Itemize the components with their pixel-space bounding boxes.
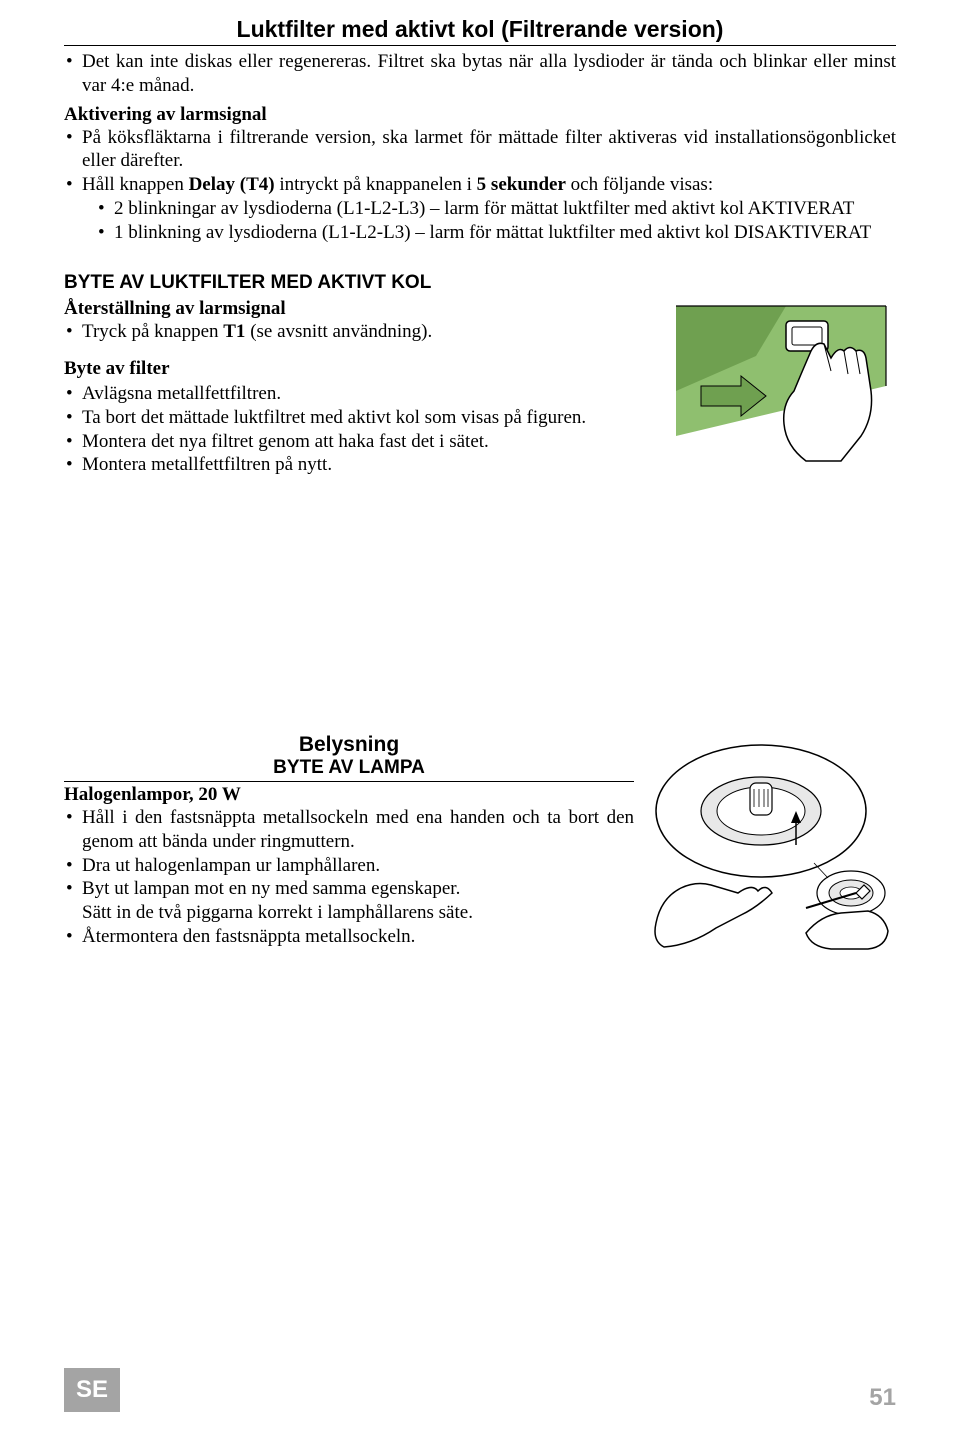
subheading-halogen: Halogenlampor, 20 W bbox=[64, 784, 634, 806]
belysning-bullets: Håll i den fastsnäppta metallsockeln med… bbox=[64, 806, 634, 949]
text: intryckt på knappanelen i bbox=[275, 174, 477, 195]
list-item: Tryck på knappen T1 (se avsnitt användni… bbox=[64, 320, 654, 344]
list-item: På köksfläktarna i filtrerande version, … bbox=[64, 126, 896, 174]
text-bold: T1 bbox=[223, 321, 245, 342]
subheading-filter: Byte av filter bbox=[64, 358, 654, 380]
text: Håll knappen bbox=[82, 174, 189, 195]
section-title-belysning: Belysning bbox=[64, 733, 634, 757]
page-footer: SE 51 bbox=[0, 1368, 960, 1412]
page-number: 51 bbox=[869, 1384, 896, 1412]
filter-bullets: Avlägsna metallfettfiltren. Ta bort det … bbox=[64, 382, 654, 477]
list-item: Ta bort det mättade luktfiltret med akti… bbox=[64, 406, 654, 430]
text: Tryck på knappen bbox=[82, 321, 223, 342]
filter-illustration bbox=[666, 296, 896, 466]
list-item: Håll i den fastsnäppta metallsockeln med… bbox=[64, 806, 634, 854]
list-item: Det kan inte diskas eller regenereras. F… bbox=[64, 50, 896, 98]
language-badge: SE bbox=[64, 1368, 120, 1412]
list-item: Återmontera den fastsnäppta metallsockel… bbox=[64, 925, 634, 949]
section-title: Luktfilter med aktivt kol (Filtrerande v… bbox=[64, 16, 896, 46]
reset-bullets: Tryck på knappen T1 (se avsnitt användni… bbox=[64, 320, 654, 344]
list-item: Dra ut halogenlampan ur lamphållaren. bbox=[64, 854, 634, 878]
list-item: Byt ut lampan mot en ny med samma egensk… bbox=[64, 877, 634, 925]
subheading-reset: Återställning av larmsignal bbox=[64, 298, 654, 320]
text: (se avsnitt användning). bbox=[245, 321, 432, 342]
text: och följande visas: bbox=[566, 174, 713, 195]
nested-bullets: 2 blinkningar av lysdioderna (L1-L2-L3) … bbox=[82, 197, 896, 245]
text-bold: Delay (T4) bbox=[189, 174, 275, 195]
list-item: Avlägsna metallfettfiltren. bbox=[64, 382, 654, 406]
subheading-aktivering: Aktivering av larmsignal bbox=[64, 104, 896, 126]
list-item: 2 blinkningar av lysdioderna (L1-L2-L3) … bbox=[96, 197, 896, 221]
intro-bullets: Det kan inte diskas eller regenereras. F… bbox=[64, 50, 896, 98]
section-subtitle-belysning: BYTE AV LAMPA bbox=[64, 757, 634, 782]
aktivering-bullets: På köksfläktarna i filtrerande version, … bbox=[64, 126, 896, 245]
list-item: Montera det nya filtret genom att haka f… bbox=[64, 430, 654, 454]
list-item: Håll knappen Delay (T4) intryckt på knap… bbox=[64, 173, 896, 244]
lamp-illustration bbox=[646, 733, 896, 953]
subheading-byte: BYTE AV LUKTFILTER MED AKTIVT KOL bbox=[64, 272, 896, 294]
list-item: Montera metallfettfiltren på nytt. bbox=[64, 453, 654, 477]
text-bold: 5 sekunder bbox=[477, 174, 566, 195]
list-item: 1 blinkning av lysdioderna (L1-L2-L3) – … bbox=[96, 221, 896, 245]
